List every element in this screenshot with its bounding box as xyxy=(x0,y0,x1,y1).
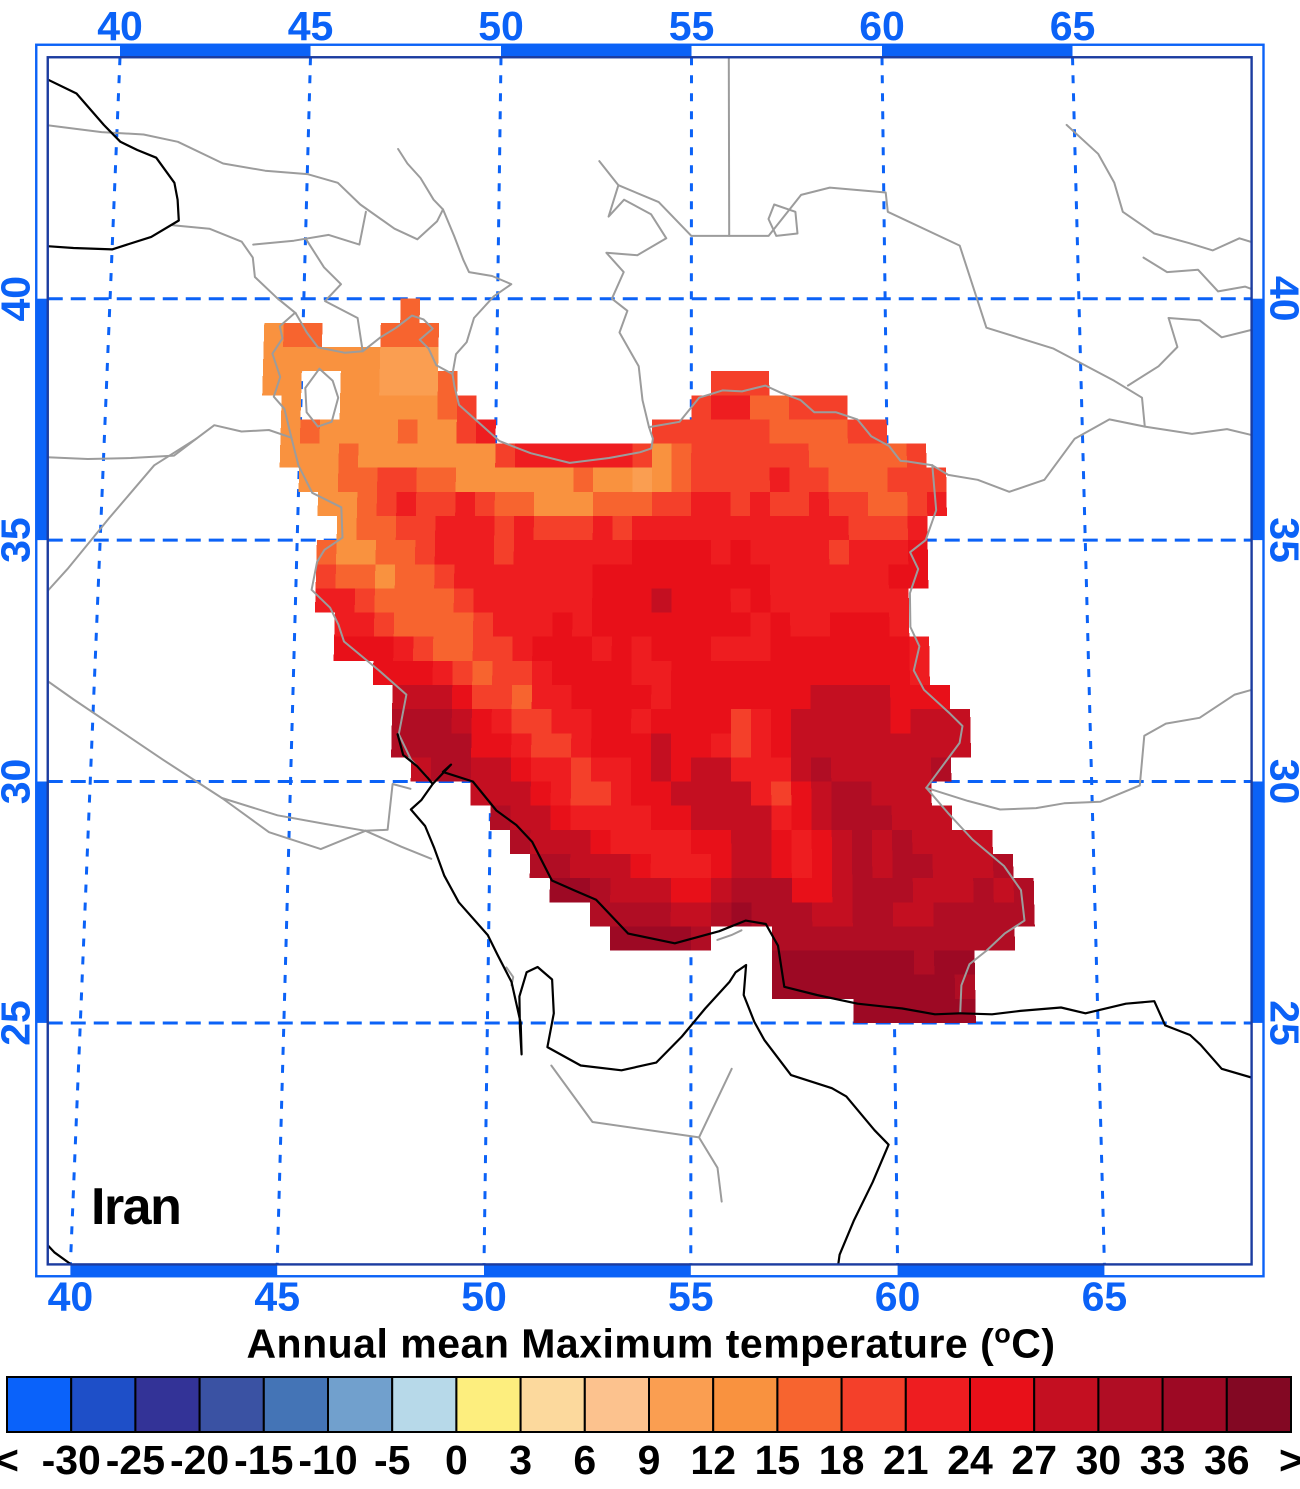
svg-text:40: 40 xyxy=(0,276,39,322)
svg-text:27: 27 xyxy=(1011,1437,1057,1483)
svg-text:25: 25 xyxy=(1262,1000,1300,1046)
svg-text:24: 24 xyxy=(947,1437,993,1483)
svg-text:-25: -25 xyxy=(106,1437,165,1483)
svg-text:30: 30 xyxy=(1262,759,1300,805)
svg-text:Iran: Iran xyxy=(91,1178,180,1236)
svg-text:Annual mean Maximum temperatur: Annual mean Maximum temperature (oC) xyxy=(246,1319,1055,1367)
svg-text:36: 36 xyxy=(1204,1437,1250,1483)
svg-text:55: 55 xyxy=(669,3,715,49)
svg-text:25: 25 xyxy=(0,1000,39,1046)
svg-text:9: 9 xyxy=(638,1437,661,1483)
svg-text:40: 40 xyxy=(48,1274,94,1320)
svg-text:18: 18 xyxy=(819,1437,865,1483)
svg-text:65: 65 xyxy=(1082,1274,1128,1320)
svg-text:40: 40 xyxy=(97,3,143,49)
svg-text:>: > xyxy=(1279,1437,1300,1483)
svg-text:50: 50 xyxy=(461,1274,507,1320)
svg-text:40: 40 xyxy=(1262,276,1300,322)
svg-text:30: 30 xyxy=(1076,1437,1122,1483)
svg-text:35: 35 xyxy=(0,517,39,563)
svg-text:65: 65 xyxy=(1050,3,1096,49)
svg-text:<: < xyxy=(0,1437,19,1483)
svg-text:45: 45 xyxy=(254,1274,300,1320)
svg-text:60: 60 xyxy=(875,1274,921,1320)
svg-text:45: 45 xyxy=(288,3,334,49)
svg-text:30: 30 xyxy=(0,759,39,805)
svg-text:-10: -10 xyxy=(298,1437,357,1483)
svg-text:12: 12 xyxy=(690,1437,736,1483)
svg-text:21: 21 xyxy=(883,1437,929,1483)
svg-text:-15: -15 xyxy=(234,1437,293,1483)
svg-text:15: 15 xyxy=(755,1437,801,1483)
svg-text:-5: -5 xyxy=(374,1437,410,1483)
svg-text:6: 6 xyxy=(573,1437,596,1483)
svg-text:55: 55 xyxy=(668,1274,714,1320)
svg-text:0: 0 xyxy=(445,1437,468,1483)
svg-text:60: 60 xyxy=(859,3,905,49)
svg-text:50: 50 xyxy=(478,3,524,49)
svg-text:-30: -30 xyxy=(42,1437,101,1483)
svg-text:3: 3 xyxy=(509,1437,532,1483)
svg-text:-20: -20 xyxy=(170,1437,229,1483)
svg-text:33: 33 xyxy=(1140,1437,1186,1483)
svg-text:35: 35 xyxy=(1262,517,1300,563)
